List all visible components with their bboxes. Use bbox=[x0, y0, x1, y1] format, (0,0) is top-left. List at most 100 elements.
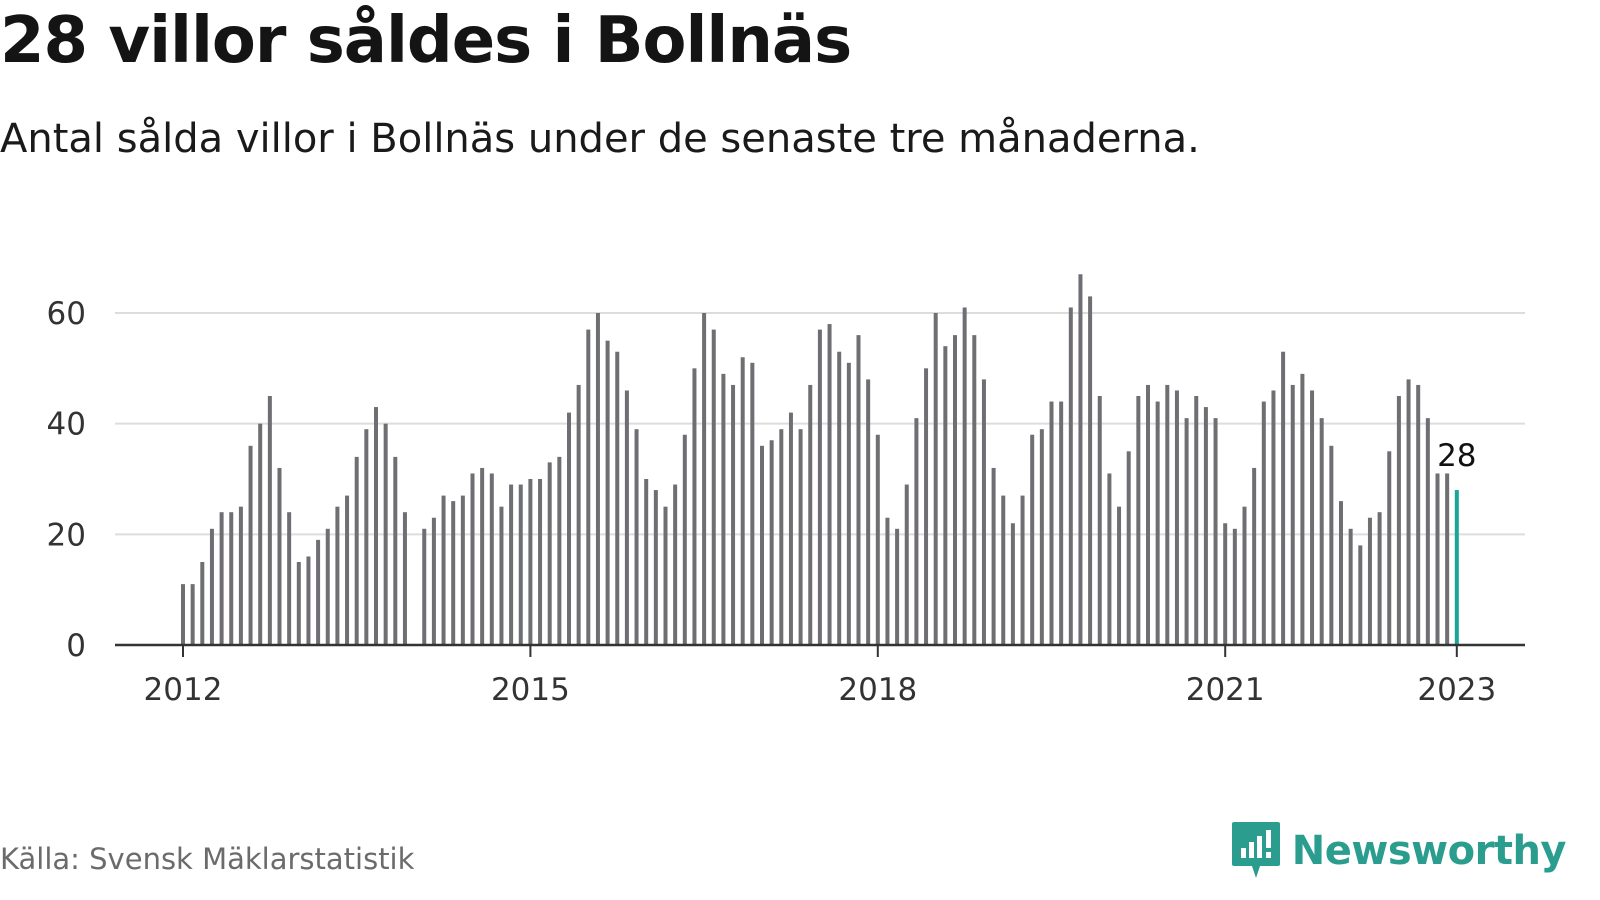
bar bbox=[345, 495, 350, 645]
bar bbox=[644, 479, 649, 645]
bar bbox=[441, 495, 446, 645]
bar bbox=[943, 346, 948, 645]
bar bbox=[760, 445, 764, 645]
bar bbox=[1184, 418, 1189, 645]
bar bbox=[634, 429, 639, 645]
x-tick-label: 2018 bbox=[838, 672, 917, 708]
bar bbox=[808, 384, 813, 645]
bar bbox=[1377, 512, 1382, 645]
bar bbox=[885, 517, 890, 645]
bar bbox=[296, 562, 301, 645]
bar bbox=[480, 467, 485, 645]
bar bbox=[1242, 506, 1247, 645]
y-tick-label: 0 bbox=[66, 628, 86, 664]
bar bbox=[1020, 495, 1025, 645]
bar bbox=[692, 368, 697, 645]
chart-title: 28 villor såldes i Bollnäs bbox=[0, 4, 852, 78]
bar-chart: 0 20 40 60 2012 2015 2018 2021 2023 28 bbox=[47, 274, 1525, 708]
bar bbox=[451, 501, 456, 645]
bar bbox=[238, 506, 243, 645]
bar bbox=[702, 313, 707, 645]
brand-name: Newsworthy bbox=[1291, 828, 1567, 874]
bar bbox=[528, 479, 533, 645]
bar bbox=[1232, 528, 1237, 645]
bar bbox=[1348, 528, 1353, 645]
bar bbox=[499, 506, 504, 645]
bar bbox=[933, 313, 938, 645]
y-tick-label: 60 bbox=[47, 296, 86, 332]
bar bbox=[624, 390, 629, 645]
bar bbox=[904, 484, 909, 645]
bar bbox=[817, 329, 822, 645]
bar bbox=[1367, 517, 1372, 645]
bar bbox=[1339, 501, 1343, 645]
bar bbox=[277, 467, 282, 645]
bar bbox=[1059, 401, 1064, 645]
bar bbox=[422, 528, 427, 645]
bar bbox=[1261, 401, 1266, 645]
bar bbox=[181, 584, 185, 645]
bar bbox=[731, 384, 736, 645]
bar bbox=[837, 351, 842, 645]
bar bbox=[798, 429, 803, 645]
bar bbox=[1416, 384, 1421, 645]
bar bbox=[576, 384, 581, 645]
bars bbox=[181, 274, 1459, 645]
bar bbox=[673, 484, 678, 645]
x-tick-label: 2023 bbox=[1417, 672, 1496, 708]
bar bbox=[1088, 296, 1093, 645]
bar bbox=[962, 307, 967, 645]
bar bbox=[1281, 351, 1286, 645]
bar bbox=[1146, 384, 1150, 645]
bar bbox=[663, 506, 668, 645]
bar bbox=[1271, 390, 1276, 645]
bar bbox=[267, 396, 272, 645]
bar bbox=[846, 362, 851, 645]
bar bbox=[509, 484, 514, 645]
bar bbox=[287, 512, 292, 645]
newsworthy-logo-icon bbox=[1231, 822, 1280, 878]
bar bbox=[779, 429, 784, 645]
bar bbox=[219, 512, 224, 645]
bar bbox=[209, 528, 214, 645]
x-tick-label: 2021 bbox=[1186, 672, 1265, 708]
bar bbox=[364, 429, 369, 645]
bar bbox=[895, 528, 900, 645]
bar bbox=[374, 407, 378, 645]
bar bbox=[354, 456, 359, 645]
bar bbox=[1223, 523, 1228, 645]
bar bbox=[682, 434, 687, 645]
bar bbox=[1039, 429, 1044, 645]
bar bbox=[788, 412, 793, 645]
bar bbox=[1406, 379, 1411, 645]
highlight-value-label: 28 bbox=[1437, 438, 1476, 474]
bar bbox=[190, 584, 195, 645]
bar bbox=[1319, 418, 1324, 645]
bar bbox=[489, 473, 494, 645]
bar bbox=[1174, 390, 1179, 645]
bar bbox=[1010, 523, 1015, 645]
brand-logo[interactable]: Newsworthy bbox=[1230, 820, 1567, 882]
bar bbox=[1117, 506, 1122, 645]
bar bbox=[750, 362, 755, 645]
bar bbox=[547, 462, 552, 645]
bar bbox=[615, 351, 620, 645]
bar bbox=[335, 506, 340, 645]
bar bbox=[991, 467, 996, 645]
bar bbox=[325, 528, 330, 645]
bar bbox=[567, 412, 571, 645]
bar bbox=[924, 368, 929, 645]
bar bbox=[605, 340, 610, 645]
bar bbox=[460, 495, 465, 645]
bar bbox=[1387, 451, 1392, 645]
bar bbox=[557, 456, 562, 645]
bar bbox=[595, 313, 600, 645]
y-tick-label: 20 bbox=[47, 517, 86, 553]
bar bbox=[248, 445, 253, 645]
bar bbox=[721, 373, 726, 645]
y-tick-label: 40 bbox=[47, 407, 86, 443]
bar bbox=[1001, 495, 1006, 645]
bar bbox=[586, 329, 591, 645]
bar bbox=[1290, 384, 1295, 645]
bar bbox=[981, 379, 986, 645]
